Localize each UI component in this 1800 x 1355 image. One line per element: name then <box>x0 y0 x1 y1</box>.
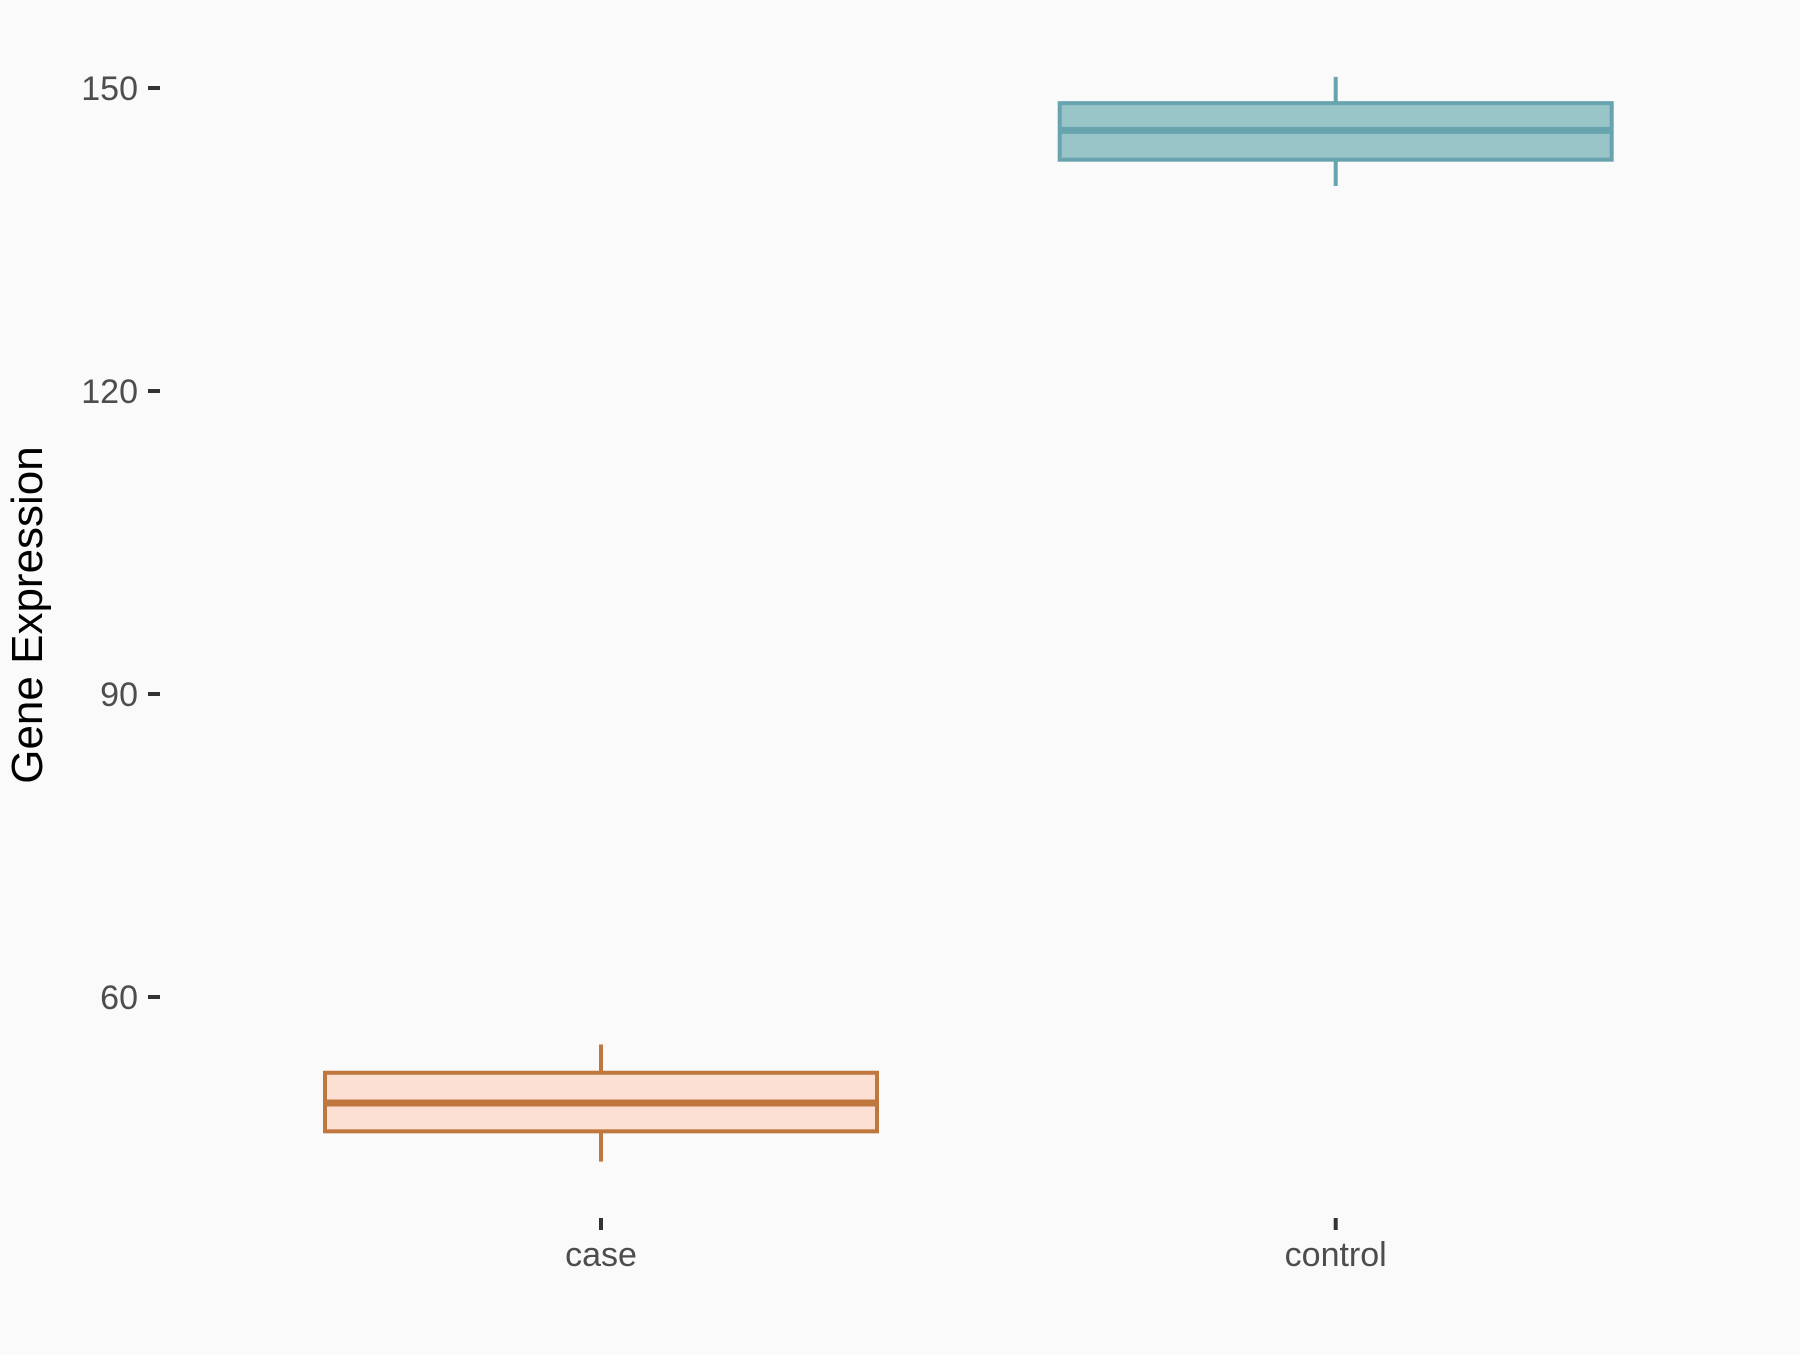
boxplot-series <box>323 76 1614 1162</box>
boxplot-control <box>1057 76 1614 186</box>
y-axis-title: Gene Expression <box>3 446 52 784</box>
y-tick-label: 60 <box>100 979 138 1017</box>
boxplot-case <box>323 1044 879 1162</box>
y-tick-label: 120 <box>81 373 138 411</box>
x-tick-label-case: case <box>565 1236 637 1274</box>
y-axis: 60 90 120 150 <box>81 70 160 1017</box>
y-tick-label: 150 <box>81 70 138 108</box>
x-axis: case control <box>565 1218 1387 1274</box>
y-tick-label: 90 <box>100 676 138 714</box>
x-tick-label-control: control <box>1285 1236 1387 1274</box>
